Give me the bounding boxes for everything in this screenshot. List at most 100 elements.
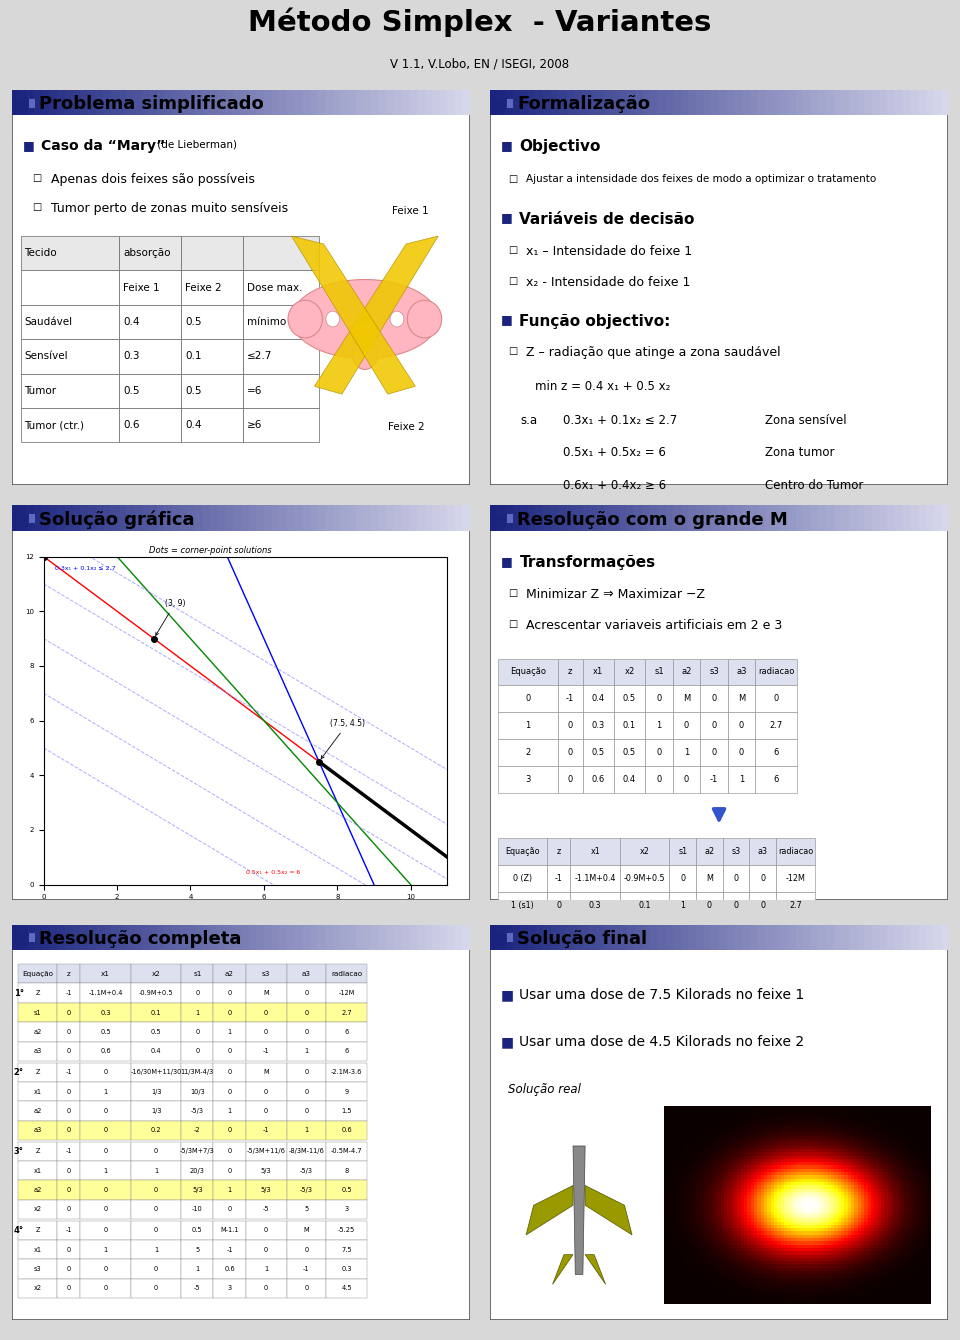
Text: 0: 0 (67, 1029, 71, 1034)
Bar (213, 1101, 246, 1120)
Bar (246, 1002, 287, 1022)
Text: -1: -1 (263, 1127, 270, 1134)
Bar (528, 505, 537, 531)
Text: -1: -1 (263, 1048, 270, 1055)
Text: 0: 0 (264, 1029, 269, 1034)
Text: Feixe 2: Feixe 2 (388, 422, 424, 431)
Bar (81, 1240, 131, 1260)
Bar (696, 892, 723, 919)
Text: Apenas dois feixes são possíveis: Apenas dois feixes são possíveis (51, 173, 254, 186)
Bar (187, 505, 196, 531)
Bar (409, 90, 418, 115)
Text: 0.5: 0.5 (341, 1187, 351, 1193)
Text: Saudável: Saudável (24, 318, 73, 327)
Text: □: □ (33, 173, 41, 182)
Bar (378, 925, 387, 950)
Bar (570, 866, 620, 892)
Text: 1: 1 (104, 1167, 108, 1174)
Bar (333, 925, 342, 950)
Text: 0: 0 (104, 1148, 108, 1154)
Bar (409, 925, 418, 950)
Bar (42, 505, 51, 531)
Bar (73, 505, 82, 531)
Bar (81, 1142, 131, 1160)
Bar (287, 1120, 325, 1140)
Text: Centro do Tumor: Centro do Tumor (765, 478, 863, 492)
Bar (181, 236, 243, 271)
Text: V 1.1, V.Lobo, EN / ISEGI, 2008: V 1.1, V.Lobo, EN / ISEGI, 2008 (391, 58, 569, 70)
Bar (583, 713, 614, 740)
Bar (902, 925, 911, 950)
Bar (287, 1240, 325, 1260)
Bar (119, 407, 181, 442)
Bar (941, 505, 949, 531)
Bar (287, 984, 325, 1002)
Bar (723, 919, 750, 946)
Text: 1: 1 (739, 775, 744, 784)
Text: 0.6x₁ + 0.4x₂ ≥ 6: 0.6x₁ + 0.4x₂ ≥ 6 (563, 478, 666, 492)
Bar (181, 1120, 213, 1140)
Bar (635, 90, 643, 115)
Text: Zona tumor: Zona tumor (765, 446, 834, 460)
Text: 0: 0 (154, 1285, 158, 1292)
Text: -2.1M-3.6: -2.1M-3.6 (331, 1069, 362, 1075)
Text: absorção: absorção (123, 248, 171, 259)
Bar (796, 505, 804, 531)
Bar (18, 1278, 58, 1298)
Bar (551, 925, 560, 950)
Bar (528, 925, 537, 950)
Bar (58, 1278, 81, 1298)
Text: radiacao: radiacao (331, 970, 362, 977)
Bar (773, 925, 781, 950)
Text: 0: 0 (681, 874, 685, 883)
Bar (723, 866, 750, 892)
Text: 0.2: 0.2 (151, 1127, 161, 1134)
Bar (635, 505, 643, 531)
Text: 0.4: 0.4 (123, 318, 139, 327)
Text: 0.5: 0.5 (100, 1029, 111, 1034)
Bar (887, 90, 896, 115)
Bar (12, 505, 20, 531)
Text: 0.6: 0.6 (591, 775, 605, 784)
Text: 0: 0 (195, 1029, 200, 1034)
Bar (750, 925, 758, 950)
Bar (750, 505, 758, 531)
Bar (455, 90, 464, 115)
Bar (574, 90, 583, 115)
Bar (925, 505, 934, 531)
Text: x2: x2 (152, 970, 160, 977)
Bar (325, 1022, 367, 1041)
Bar (910, 925, 919, 950)
Text: 0: 0 (557, 929, 562, 937)
Bar (348, 90, 356, 115)
Text: s1: s1 (193, 970, 202, 977)
Bar (520, 925, 529, 950)
Bar (614, 713, 645, 740)
Text: □: □ (508, 245, 517, 255)
Bar (325, 1199, 367, 1219)
Bar (341, 925, 348, 950)
Text: 1: 1 (104, 1246, 108, 1253)
Text: 7.5: 7.5 (341, 1246, 351, 1253)
Bar (780, 505, 789, 531)
Bar (856, 505, 865, 531)
Bar (18, 1221, 58, 1240)
Bar (131, 1160, 181, 1181)
Text: -1: -1 (732, 955, 740, 963)
Text: M: M (706, 874, 713, 883)
Bar (507, 515, 514, 523)
Bar (700, 713, 728, 740)
Text: Tecido: Tecido (24, 248, 57, 259)
Text: □: □ (508, 174, 517, 184)
Bar (551, 505, 560, 531)
Text: 0: 0 (228, 1167, 231, 1174)
Text: Feixe 1: Feixe 1 (393, 206, 429, 216)
Bar (35, 505, 43, 531)
Bar (696, 505, 705, 531)
Bar (187, 90, 196, 115)
Bar (213, 1142, 246, 1160)
Bar (566, 925, 575, 950)
Text: 0.5: 0.5 (123, 386, 139, 395)
Bar (614, 686, 645, 713)
Bar (612, 90, 620, 115)
